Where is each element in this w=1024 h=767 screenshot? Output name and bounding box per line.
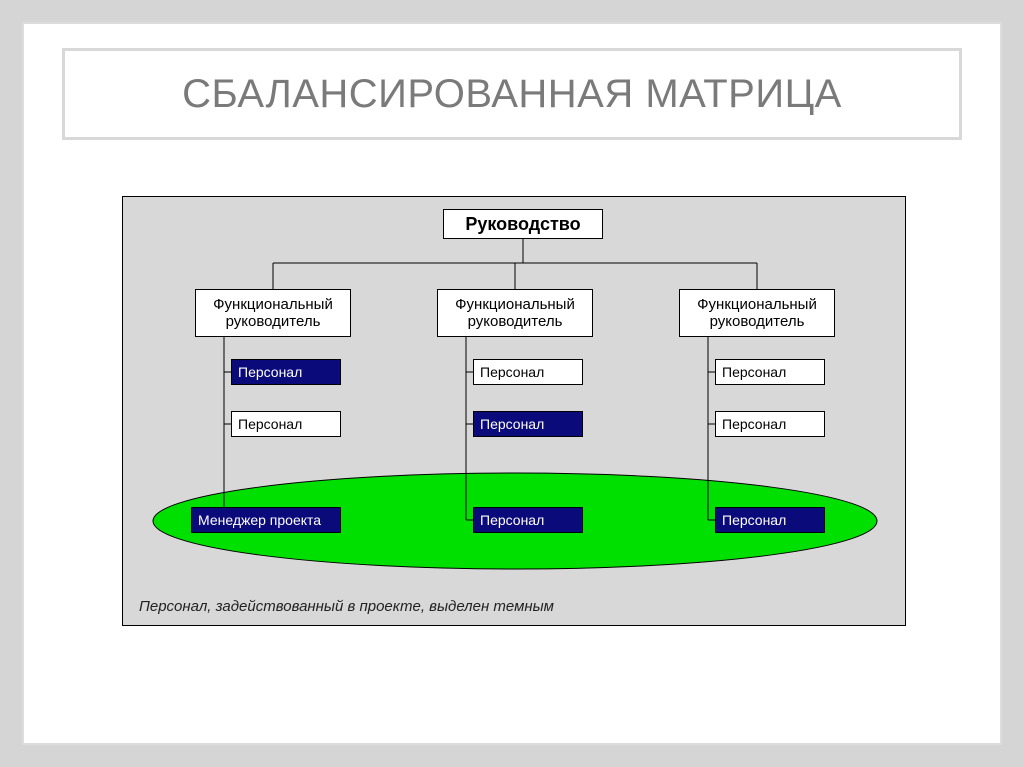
diagram-caption: Персонал, задействованный в проекте, выд… <box>139 598 554 615</box>
staff-label: Персонал <box>722 364 786 380</box>
top-management-label: Руководство <box>465 214 580 235</box>
staff-box: Персонал <box>473 411 583 437</box>
functional-manager-label: Функциональный руководитель <box>686 296 828 331</box>
slide-outer-frame: СБАЛАНСИРОВАННАЯ МАТРИЦА <box>0 0 1024 767</box>
staff-label: Персонал <box>238 364 302 380</box>
staff-label: Персонал <box>480 364 544 380</box>
staff-label: Персонал <box>722 416 786 432</box>
staff-box: Персонал <box>473 507 583 533</box>
functional-manager-label: Функциональный руководитель <box>444 296 586 331</box>
staff-box: Персонал <box>715 411 825 437</box>
functional-manager-label: Функциональный руководитель <box>202 296 344 331</box>
functional-manager-box: Функциональный руководитель <box>437 289 593 337</box>
slide-inner: СБАЛАНСИРОВАННАЯ МАТРИЦА <box>22 22 1002 745</box>
project-manager-box: Менеджер проекта <box>191 507 341 533</box>
staff-box: Персонал <box>715 359 825 385</box>
staff-box: Персонал <box>231 359 341 385</box>
staff-box: Персонал <box>715 507 825 533</box>
staff-label: Персонал <box>722 512 786 528</box>
slide-title-frame: СБАЛАНСИРОВАННАЯ МАТРИЦА <box>62 48 962 140</box>
functional-manager-box: Функциональный руководитель <box>195 289 351 337</box>
staff-label: Персонал <box>480 416 544 432</box>
project-manager-label: Менеджер проекта <box>198 512 321 528</box>
staff-label: Персонал <box>238 416 302 432</box>
top-management-box: Руководство <box>443 209 603 239</box>
staff-label: Персонал <box>480 512 544 528</box>
org-chart-panel: Руководство Функциональный руководитель … <box>122 196 906 626</box>
staff-box: Персонал <box>231 411 341 437</box>
functional-manager-box: Функциональный руководитель <box>679 289 835 337</box>
slide-title: СБАЛАНСИРОВАННАЯ МАТРИЦА <box>182 72 842 117</box>
staff-box: Персонал <box>473 359 583 385</box>
